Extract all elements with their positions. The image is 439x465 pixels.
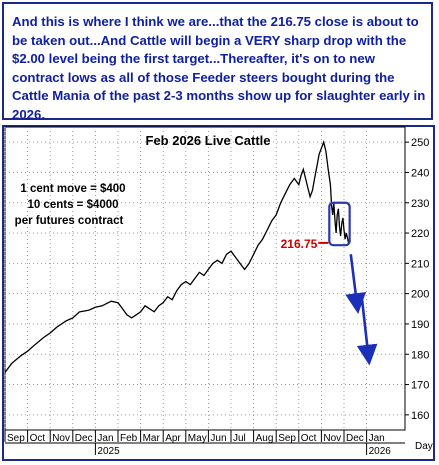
- x-tick-label: Oct: [30, 433, 46, 444]
- x-tick-label: Aug: [256, 433, 274, 444]
- price-series-line: [4, 140, 350, 373]
- x-tick-label: Jan: [369, 433, 385, 444]
- x-tick-label: Sep: [278, 433, 296, 444]
- chart-title: Feb 2026 Live Cattle: [146, 133, 271, 148]
- x-tick-label: Nov: [52, 433, 70, 444]
- x-axis: Sep Oct Nov Dec Jan Feb Mar Apr May Jun Jul Aug Sep O…: [4, 430, 433, 457]
- x-tick-label: May: [188, 433, 207, 444]
- x-tick-label: Jan: [97, 433, 113, 444]
- note-line-2: 10 cents = $4000: [27, 199, 118, 211]
- y-tick-label: 170: [411, 380, 429, 392]
- x-tick-label: Nov: [323, 433, 341, 444]
- y-axis: 160 170 180 190 200 210 220 230 240 250: [405, 137, 429, 422]
- level-label: 216.75: [281, 237, 318, 251]
- x-tick-label: Feb: [120, 433, 138, 444]
- note-line-3: per futures contract: [15, 215, 124, 227]
- forecast-arrows: [345, 254, 378, 366]
- y-tick-label: 180: [411, 349, 429, 361]
- y-tick-label: 200: [411, 289, 429, 301]
- x-tick-label: Jul: [233, 433, 246, 444]
- y-tick-label: 160: [411, 410, 429, 422]
- y-tick-label: 240: [411, 167, 429, 179]
- x-tick-label: Apr: [165, 433, 181, 444]
- year-label: 2026: [369, 446, 392, 457]
- note-line-1: 1 cent move = $400: [20, 183, 125, 195]
- x-tick-label: Mar: [143, 433, 161, 444]
- y-tick-label: 210: [411, 258, 429, 270]
- x-tick-label: Sep: [7, 433, 25, 444]
- y-tick-label: 190: [411, 319, 429, 331]
- day-label: Day: [415, 441, 433, 452]
- y-tick-label: 230: [411, 198, 429, 210]
- highlight-box: [328, 201, 351, 247]
- commentary-text: And this is where I think we are...that …: [12, 14, 426, 122]
- x-tick-label: Dec: [75, 433, 93, 444]
- forecast-arrow: [345, 254, 366, 314]
- y-tick-label: 220: [411, 228, 429, 240]
- grid-lines: [4, 127, 405, 430]
- x-tick-label: Oct: [301, 433, 317, 444]
- x-tick-label: Jun: [210, 433, 226, 444]
- year-label: 2025: [97, 446, 120, 457]
- x-tick-label: Dec: [346, 433, 364, 444]
- forecast-arrow: [356, 299, 378, 366]
- y-tick-label: 250: [411, 137, 429, 149]
- plot-area: [4, 126, 406, 431]
- commentary-box: And this is where I think we are...that …: [2, 2, 433, 122]
